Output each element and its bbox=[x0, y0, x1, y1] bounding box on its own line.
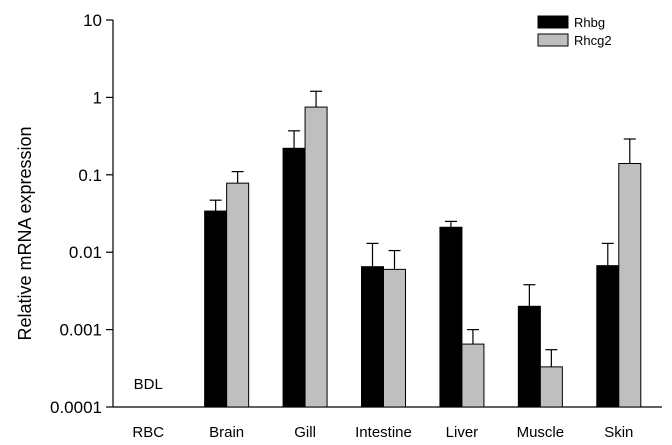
x-tick-label: Gill bbox=[294, 424, 316, 441]
x-tick-label: Liver bbox=[446, 424, 479, 441]
legend-label-rhcg2: Rhcg2 bbox=[574, 33, 612, 48]
bar-rhbg-brain bbox=[204, 210, 228, 408]
legend-swatch-rhbg bbox=[537, 15, 569, 29]
bar-rhbg-skin bbox=[596, 265, 620, 408]
y-tick-label: 0.0001 bbox=[50, 398, 102, 417]
bar-rhcg2-intestine bbox=[383, 268, 406, 408]
bar-rhbg-gill bbox=[282, 147, 306, 408]
legend-swatch-rhcg2 bbox=[537, 33, 569, 47]
bar-rhcg2-gill bbox=[304, 106, 328, 408]
bar-rhbg-intestine bbox=[361, 266, 384, 408]
x-tick-label: Skin bbox=[604, 424, 633, 441]
bar-rhcg2-brain bbox=[226, 182, 250, 408]
bar-rhcg2-muscle bbox=[539, 366, 563, 408]
y-axis-title: Relative mRNA expression bbox=[15, 126, 35, 340]
bar-rhcg2-skin bbox=[618, 162, 642, 408]
annotation-bdl: BDL bbox=[134, 376, 163, 393]
x-tick-label: RBC bbox=[132, 424, 164, 441]
legend-label-rhbg: Rhbg bbox=[574, 15, 605, 30]
y-tick-label: 1 bbox=[93, 88, 102, 107]
bar-rhbg-liver bbox=[439, 226, 463, 408]
x-tick-label: Intestine bbox=[355, 424, 412, 441]
y-tick-label: 0.1 bbox=[78, 166, 102, 185]
bar-rhcg2-liver bbox=[461, 343, 485, 408]
y-tick-label: 10 bbox=[83, 11, 102, 30]
y-tick-label: 0.001 bbox=[59, 321, 102, 340]
x-tick-label: Brain bbox=[209, 424, 244, 441]
bar-rhbg-muscle bbox=[517, 305, 541, 408]
x-tick-label: Muscle bbox=[517, 424, 565, 441]
y-tick-label: 0.01 bbox=[69, 243, 102, 262]
